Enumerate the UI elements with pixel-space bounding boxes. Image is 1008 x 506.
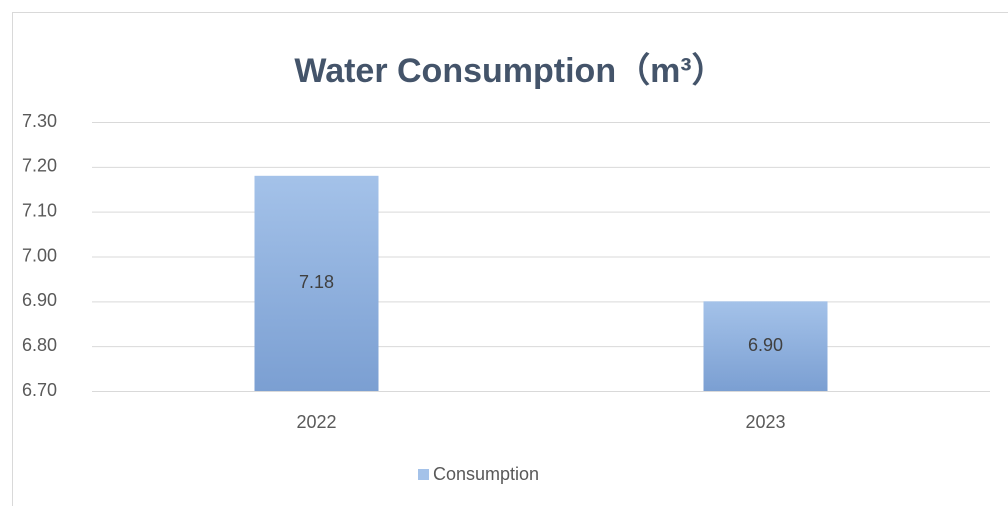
y-tick-label: 6.90 (22, 290, 57, 310)
y-tick-label: 7.30 (22, 111, 57, 131)
y-tick-label: 7.00 (22, 245, 57, 265)
y-tick-label: 6.80 (22, 335, 57, 355)
chart-title: Water Consumption（m³） (294, 51, 725, 90)
legend-swatch (418, 469, 429, 480)
x-tick-label: 2023 (745, 412, 785, 432)
data-label: 6.90 (748, 335, 783, 355)
chart-border (12, 12, 1008, 506)
bar (703, 301, 828, 391)
x-tick-label: 2022 (296, 412, 336, 432)
legend-label: Consumption (433, 464, 539, 484)
y-tick-label: 6.70 (22, 380, 57, 400)
data-label: 7.18 (299, 272, 334, 292)
y-tick-label: 7.10 (22, 200, 57, 220)
bar (254, 175, 379, 391)
y-tick-label: 7.20 (22, 156, 57, 176)
